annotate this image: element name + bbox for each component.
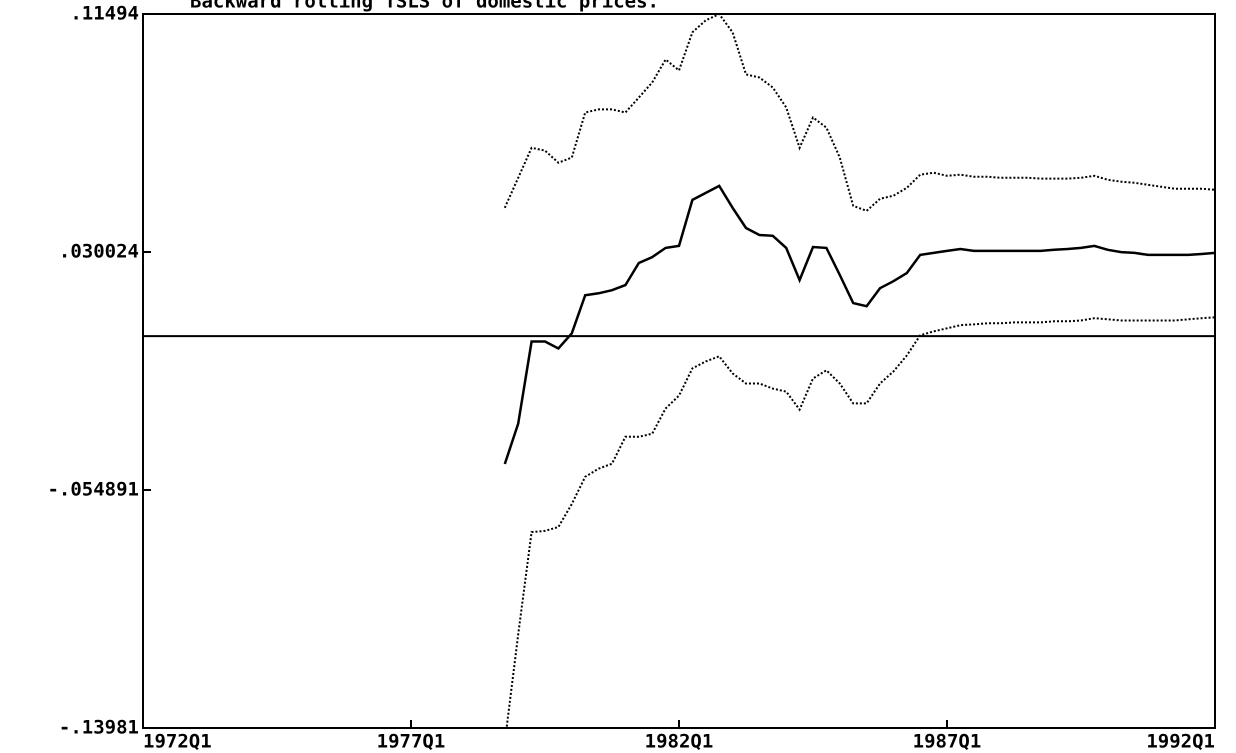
chart-title: Backward rolling TSLS of domestic prices… xyxy=(190,0,659,13)
y-tick-label: .11494 xyxy=(70,3,139,25)
series-line xyxy=(503,14,1215,213)
plot-area xyxy=(143,14,1215,728)
y-tick-label: -.054891 xyxy=(47,478,139,500)
plot-frame xyxy=(142,13,1216,729)
series-line xyxy=(503,184,1215,465)
x-tick-label: 1987Q1 xyxy=(913,731,982,753)
x-tick-label: 1972Q1 xyxy=(143,731,212,753)
y-tick-label: .030024 xyxy=(59,240,139,262)
x-tick-label: 1977Q1 xyxy=(377,731,446,753)
x-tick-label: 1992Q1 xyxy=(1146,731,1215,753)
series-line xyxy=(505,316,1215,728)
y-tick-label: -.13981 xyxy=(59,717,139,739)
x-tick-label: 1982Q1 xyxy=(645,731,714,753)
